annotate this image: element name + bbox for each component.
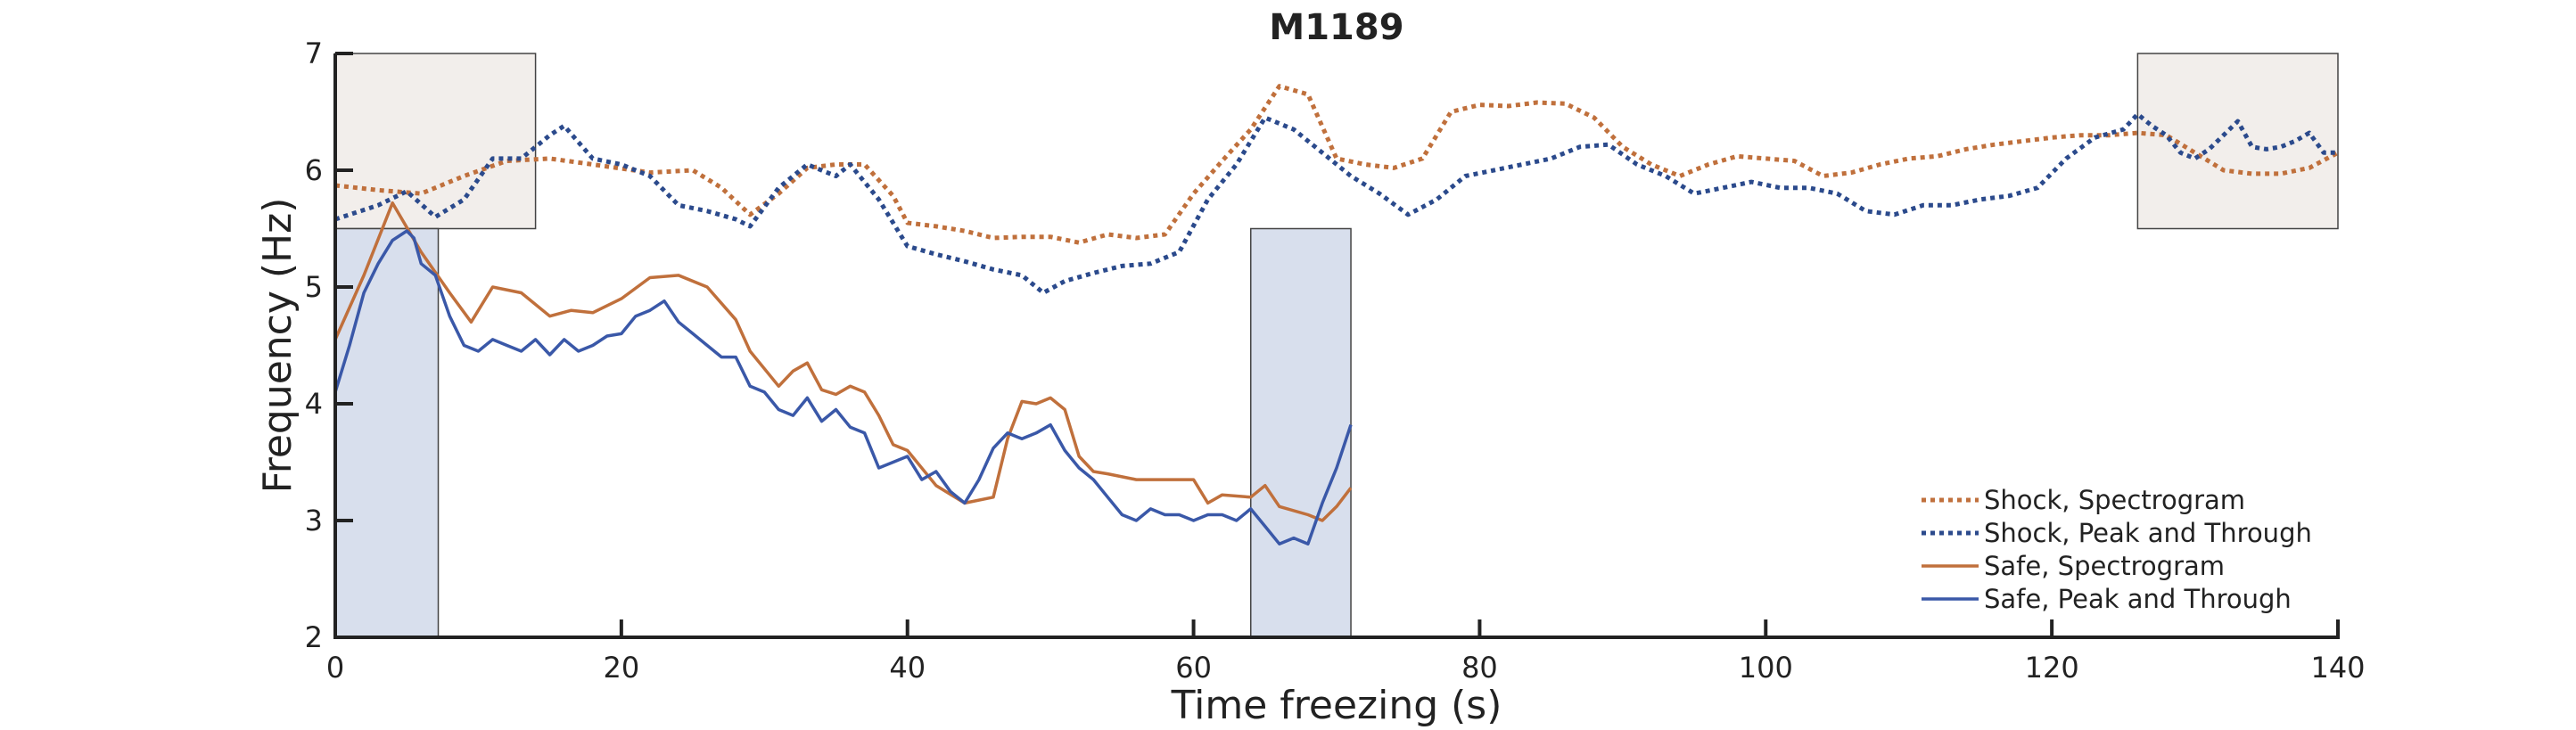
y-tick-label: 3 xyxy=(305,504,323,537)
x-tick-label: 60 xyxy=(1175,651,1212,685)
series-line-2 xyxy=(334,111,2338,295)
shaded-region-safe-3 xyxy=(334,227,440,638)
legend-entry-2: Shock, Peak and Through xyxy=(1984,518,2312,548)
series-lines xyxy=(333,84,2340,545)
x-tick-label: 100 xyxy=(1739,651,1793,685)
tick-marks: 0 20 40 60 80 100 120 140 2 3 4 5 6 7 xyxy=(305,37,2366,685)
chart-title: M1189 xyxy=(1269,7,1403,48)
y-tick-label: 4 xyxy=(305,387,323,421)
shaded-regions xyxy=(334,53,2339,638)
axes xyxy=(333,53,2340,639)
series-line-4 xyxy=(333,229,1353,545)
y-tick-label: 6 xyxy=(305,153,323,187)
legend-entry-1: Shock, Spectrogram xyxy=(1984,485,2245,515)
series-line-3 xyxy=(333,201,1353,522)
x-tick-label: 0 xyxy=(326,651,344,685)
x-tick-label: 40 xyxy=(889,651,926,685)
shaded-region-shock-1 xyxy=(334,53,537,230)
y-axis-label: Frequency (Hz) xyxy=(255,198,300,494)
shaded-region-safe-4 xyxy=(1249,227,1352,638)
shaded-region-shock-2 xyxy=(2136,53,2339,230)
x-tick-label: 120 xyxy=(2025,651,2079,685)
y-tick-label: 7 xyxy=(305,37,323,70)
legend-entry-4: Safe, Peak and Through xyxy=(1984,584,2292,614)
y-tick-label: 2 xyxy=(305,620,323,654)
series-line-1 xyxy=(334,84,2340,245)
y-tick-label: 5 xyxy=(305,270,323,304)
x-tick-label: 20 xyxy=(603,651,639,685)
x-tick-label: 140 xyxy=(2310,651,2365,685)
x-tick-label: 80 xyxy=(1461,651,1498,685)
legend-entry-3: Safe, Spectrogram xyxy=(1984,551,2225,581)
x-axis-label: Time freezing (s) xyxy=(1171,683,1502,728)
